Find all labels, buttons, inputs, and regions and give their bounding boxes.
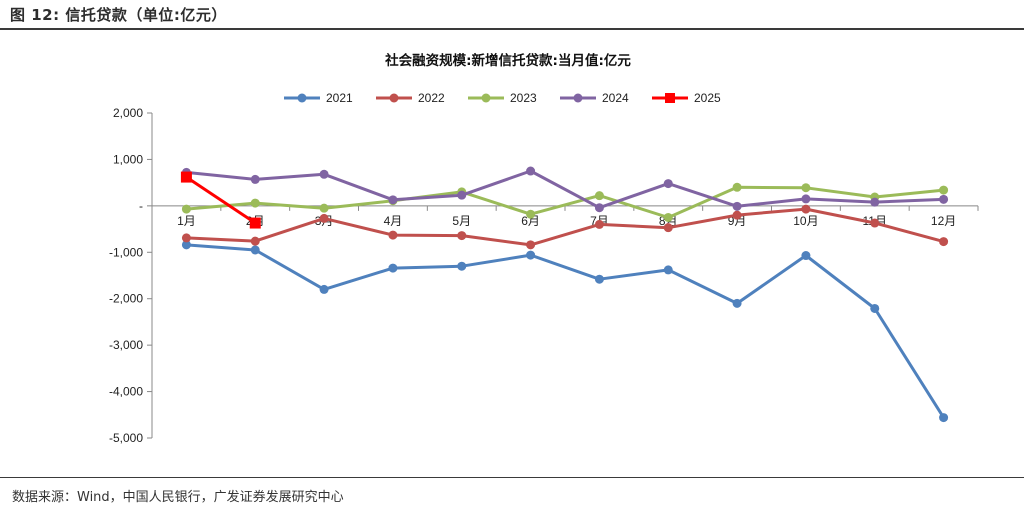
data-point bbox=[594, 203, 604, 213]
data-point bbox=[181, 204, 191, 214]
series-2022 bbox=[181, 204, 949, 250]
data-point bbox=[388, 230, 398, 240]
series-line-2023 bbox=[186, 185, 944, 219]
legend-item-2023: 2023 bbox=[468, 91, 537, 105]
data-point bbox=[939, 413, 949, 423]
x-axis: 1月2月3月4月5月6月7月8月9月10月11月12月 bbox=[151, 205, 979, 228]
data-point bbox=[526, 166, 536, 176]
data-point bbox=[870, 197, 880, 207]
legend-item-2021: 2021 bbox=[284, 91, 353, 105]
series-2021 bbox=[181, 240, 949, 423]
legend-swatch-marker bbox=[297, 93, 307, 103]
line-chart: 社会融资规模:新增信托贷款:当月值:亿元 2021 2022 2023 2024 202… bbox=[109, 52, 979, 445]
legend-swatch-marker bbox=[665, 93, 675, 103]
y-tick-label: - bbox=[139, 199, 143, 213]
data-point bbox=[594, 219, 604, 229]
data-point bbox=[801, 204, 811, 214]
legend-item-2022: 2022 bbox=[376, 91, 445, 105]
data-point bbox=[870, 303, 880, 313]
x-tick-label: 6月 bbox=[521, 214, 540, 228]
chart-legend: 2021 2022 2023 2024 2025 bbox=[284, 91, 721, 105]
legend-label: 2021 bbox=[326, 91, 353, 105]
legend-label: 2024 bbox=[602, 91, 629, 105]
data-point bbox=[801, 183, 811, 193]
legend-item-2024: 2024 bbox=[560, 91, 629, 105]
x-tick-label: 5月 bbox=[452, 214, 471, 228]
data-point bbox=[663, 179, 673, 189]
data-point bbox=[663, 223, 673, 233]
data-point bbox=[181, 240, 191, 250]
data-point bbox=[594, 191, 604, 201]
data-point bbox=[801, 251, 811, 261]
data-point bbox=[181, 233, 191, 243]
y-tick-label: -3,000 bbox=[109, 338, 143, 352]
data-point bbox=[939, 194, 949, 204]
data-point bbox=[250, 198, 260, 208]
data-point bbox=[180, 171, 192, 183]
figure-source: 数据来源：Wind，中国人民银行，广发证券发展研究中心 bbox=[12, 490, 344, 505]
y-tick-label: -5,000 bbox=[109, 431, 143, 445]
x-tick-label: 1月 bbox=[177, 214, 196, 228]
data-point bbox=[250, 174, 260, 184]
data-point bbox=[732, 298, 742, 308]
data-point bbox=[319, 203, 329, 213]
data-point bbox=[388, 263, 398, 273]
y-tick-label: -1,000 bbox=[109, 245, 143, 259]
data-point bbox=[801, 194, 811, 204]
legend-swatch-marker bbox=[573, 93, 583, 103]
data-point bbox=[732, 210, 742, 220]
data-point bbox=[663, 212, 673, 222]
data-point bbox=[732, 182, 742, 192]
data-point bbox=[250, 245, 260, 255]
x-tick-label: 10月 bbox=[793, 214, 818, 228]
legend-label: 2023 bbox=[510, 91, 537, 105]
data-point bbox=[939, 185, 949, 195]
series-2025 bbox=[180, 171, 261, 229]
legend-label: 2025 bbox=[694, 91, 721, 105]
y-tick-label: -2,000 bbox=[109, 292, 143, 306]
series-layer bbox=[180, 166, 949, 423]
y-tick-label: -4,000 bbox=[109, 385, 143, 399]
x-tick-label: 4月 bbox=[384, 214, 403, 228]
legend-swatch-marker bbox=[389, 93, 399, 103]
bottom-rule bbox=[0, 477, 1024, 478]
data-point bbox=[663, 265, 673, 275]
data-point bbox=[526, 209, 536, 219]
data-point bbox=[388, 195, 398, 205]
series-line-2024 bbox=[186, 169, 944, 210]
data-point bbox=[457, 261, 467, 271]
data-point bbox=[457, 190, 467, 200]
legend-swatch-marker bbox=[481, 93, 491, 103]
x-tick-label: 12月 bbox=[931, 214, 956, 228]
data-point bbox=[249, 217, 261, 229]
data-point bbox=[526, 240, 536, 250]
legend-label: 2022 bbox=[418, 91, 445, 105]
data-point bbox=[319, 169, 329, 179]
series-line-2021 bbox=[186, 243, 945, 419]
chart-title: 社会融资规模:新增信托贷款:当月值:亿元 bbox=[384, 52, 631, 69]
y-axis: 2,000 1,000 - -1,000 -2,000 -3,000 -4,000 -5,00… bbox=[109, 106, 153, 445]
y-tick-label: 2,000 bbox=[113, 106, 143, 120]
data-point bbox=[526, 250, 536, 260]
series-line-2022 bbox=[186, 207, 944, 247]
data-point bbox=[594, 274, 604, 284]
data-point bbox=[732, 201, 742, 211]
top-rule bbox=[0, 28, 1024, 30]
data-point bbox=[250, 236, 260, 246]
series-line-2025 bbox=[185, 175, 257, 225]
y-tick-label: 1,000 bbox=[113, 152, 143, 166]
data-point bbox=[939, 237, 949, 247]
figure-title: 图 12: 信托贷款（单位:亿元） bbox=[10, 6, 227, 24]
data-point bbox=[870, 218, 880, 228]
figure-header: 图 12: 信托贷款（单位:亿元） bbox=[0, 0, 1024, 28]
series-2024 bbox=[181, 166, 949, 213]
data-point bbox=[319, 213, 329, 223]
data-point bbox=[457, 231, 467, 241]
data-point bbox=[319, 284, 329, 294]
legend-item-2025: 2025 bbox=[652, 91, 721, 105]
